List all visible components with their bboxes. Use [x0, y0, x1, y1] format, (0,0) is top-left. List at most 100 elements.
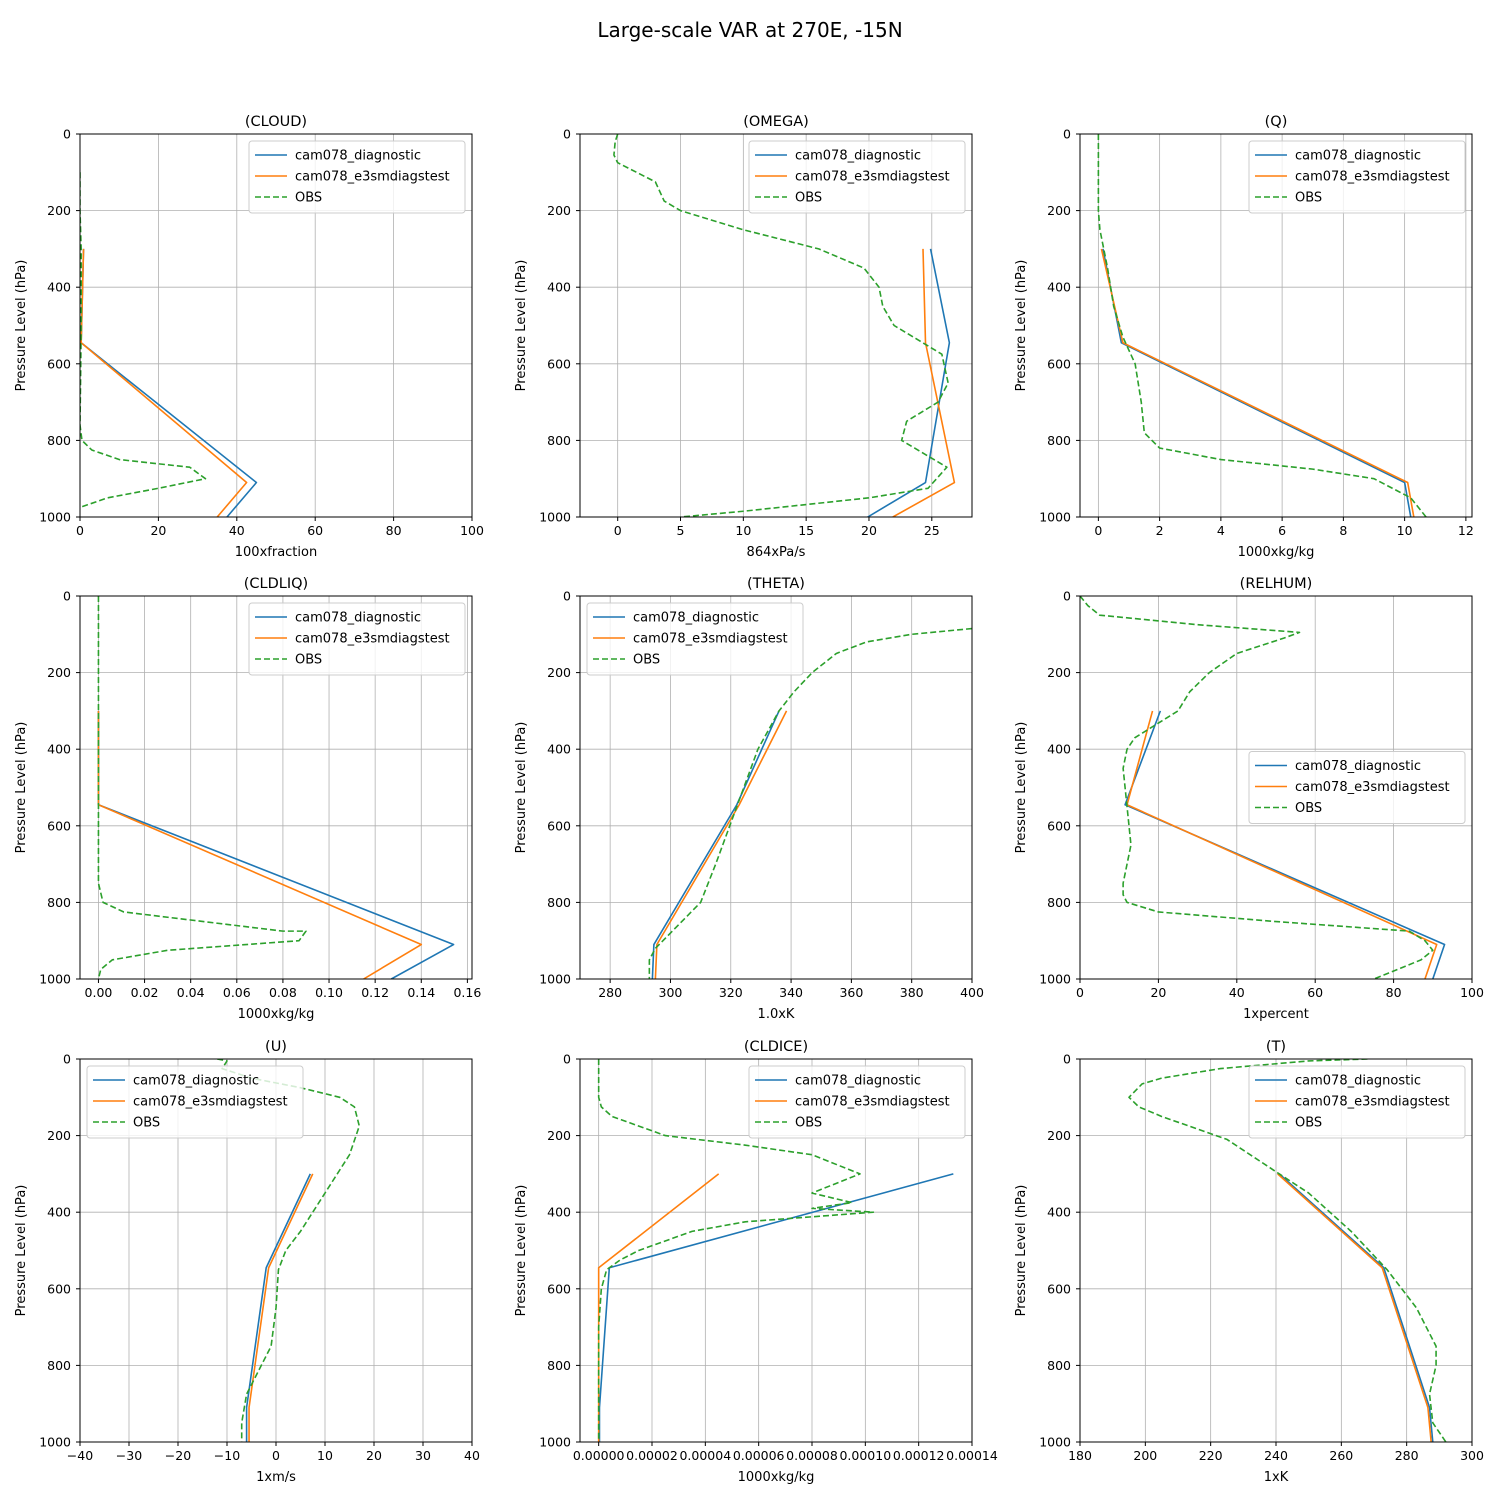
subplot-title: (CLDLIQ)	[244, 576, 308, 592]
series-line-OBS	[648, 627, 972, 979]
legend: cam078_diagnostic cam078_e3smdiagstest OBS	[748, 140, 966, 214]
y-tick-label: 200	[47, 665, 71, 680]
y-tick-label: 0	[63, 589, 71, 604]
x-tick-label: 0.00	[85, 985, 113, 1000]
x-tick-label: 10	[735, 523, 751, 538]
y-tick-label: 1000	[539, 972, 571, 987]
y-tick-label: 200	[47, 1128, 71, 1143]
x-tick-label: 340	[779, 985, 803, 1000]
legend-label: OBS	[633, 653, 660, 668]
series-line-cam078_diagnostic	[867, 248, 951, 517]
y-tick-label: 800	[47, 895, 71, 910]
subplot-grid: 0 20 40 60 80 10002004006008001000(CLOUD)100x…	[14, 114, 1484, 1485]
legend: cam078_diagnostic cam078_e3smdiagstest OBS	[586, 602, 804, 676]
y-tick-label: 800	[547, 895, 571, 910]
legend: cam078_diagnostic cam078_e3smdiagstest OBS	[248, 602, 466, 676]
y-tick-label: 0	[1063, 1052, 1071, 1067]
x-tick-label: 20	[1150, 985, 1166, 1000]
y-tick-label: 600	[1047, 356, 1071, 371]
x-tick-label: 0.02	[131, 985, 159, 1000]
subplot-title: (Q)	[1265, 114, 1288, 130]
y-tick-label: 600	[47, 1281, 71, 1296]
y-tick-label: 800	[47, 1358, 71, 1373]
y-tick-label: 1000	[1039, 510, 1071, 525]
y-tick-label: 400	[47, 1205, 71, 1220]
x-tick-label: 0.08	[269, 985, 297, 1000]
legend-box	[1248, 1065, 1466, 1139]
legend: cam078_diagnostic cam078_e3smdiagstest OBS	[748, 1065, 966, 1139]
series-line-cam078_e3smdiagstest	[248, 1173, 314, 1442]
x-tick-label: 30	[415, 1448, 431, 1463]
legend-label: cam078_diagnostic	[1295, 1074, 1421, 1089]
y-tick-label: 400	[47, 742, 71, 757]
y-tick-label: 0	[63, 127, 71, 142]
series-line-cam078_diagnostic	[1124, 710, 1446, 979]
series-line-OBS	[1097, 134, 1427, 517]
legend-box	[248, 140, 466, 214]
legend-label: OBS	[1295, 191, 1322, 206]
legend-box	[248, 602, 466, 676]
x-tick-label: −10	[214, 1448, 240, 1463]
x-tick-label: 20	[861, 523, 877, 538]
legend: cam078_diagnostic cam078_e3smdiagstest OBS	[86, 1065, 304, 1139]
x-tick-label: 0	[1076, 985, 1084, 1000]
grid	[580, 1058, 973, 1443]
y-tick-label: 600	[1047, 1281, 1071, 1296]
y-tick-label: 200	[1047, 203, 1071, 218]
series-group	[648, 627, 972, 979]
x-tick-label: 180	[1068, 1448, 1092, 1463]
series-line-cam078_e3smdiagstest	[892, 248, 956, 517]
x-tick-label: 400	[960, 985, 984, 1000]
x-axis-label: 1xpercent	[1243, 1007, 1309, 1022]
y-tick-label: 400	[1047, 742, 1071, 757]
axes-frame	[1079, 133, 1473, 518]
x-tick-label: 320	[719, 985, 743, 1000]
x-tick-label: 0.00006	[733, 1448, 785, 1463]
x-tick-label: 0	[614, 523, 622, 538]
subplot-panel: 180 200 220 240 260 280 300 0 200 400 600 800 1000 (T…	[1014, 1039, 1484, 1485]
subplot-panel: 0 20 40 60 80 10002004006008001000(RELHUM)1xp…	[1014, 576, 1484, 1022]
subplot-title: (T)	[1266, 1039, 1286, 1055]
y-tick-label: 1000	[539, 510, 571, 525]
y-axis-label: Pressure Level (hPa)	[14, 260, 29, 392]
series-line-OBS	[1128, 1059, 1447, 1442]
legend-label: OBS	[795, 191, 822, 206]
subplot-title: (THETA)	[747, 576, 805, 592]
axes-frame	[1079, 595, 1473, 980]
legend: cam078_diagnostic cam078_e3smdiagstest OBS	[1248, 1065, 1466, 1139]
legend-label: cam078_e3smdiagstest	[1295, 1095, 1450, 1110]
legend: cam078_diagnostic cam078_e3smdiagstest OBS	[1248, 140, 1466, 214]
series-line-OBS	[80, 172, 207, 509]
y-tick-label: 600	[547, 818, 571, 833]
x-tick-label: 10	[1397, 523, 1413, 538]
series-line-cam078_diagnostic	[245, 1173, 312, 1442]
x-tick-label: 40	[464, 1448, 480, 1463]
y-tick-label: 0	[1063, 589, 1071, 604]
series-line-cam078_diagnostic	[1278, 1173, 1434, 1442]
series-line-OBS	[597, 1059, 875, 1442]
legend-label: cam078_e3smdiagstest	[295, 632, 450, 647]
x-axis-label: 1xK	[1264, 1470, 1289, 1485]
series-group	[613, 134, 956, 517]
legend-box	[748, 1065, 966, 1139]
subplot-title: (U)	[265, 1039, 287, 1055]
x-tick-label: 360	[839, 985, 863, 1000]
y-tick-label: 0	[563, 1052, 571, 1067]
x-axis-label: 864xPa/s	[747, 545, 806, 560]
y-tick-label: 0	[63, 1052, 71, 1067]
legend-label: cam078_e3smdiagstest	[795, 170, 950, 185]
x-axis-label: 100xfraction	[235, 545, 317, 560]
x-tick-label: 12	[1458, 523, 1474, 538]
x-tick-label: 280	[1395, 1448, 1419, 1463]
subplot-panel: 0.00 0.02 0.04 0.06 0.08 0.10 0.12 0.14 0.16 0 200…	[14, 576, 481, 1022]
figure-title: Large-scale VAR at 270E, -15N	[597, 18, 902, 42]
y-tick-label: 200	[547, 665, 571, 680]
x-tick-label: −30	[116, 1448, 142, 1463]
x-tick-label: 40	[229, 523, 245, 538]
series-group	[1128, 1059, 1447, 1442]
subplot-panel: 0 2 4 6 8 10 12 0 200 400 600 800 1000 (Q) 1000xkg/kg P…	[1014, 114, 1474, 560]
series-line-cam078_e3smdiagstest	[1277, 1173, 1432, 1442]
y-tick-label: 600	[47, 818, 71, 833]
x-tick-label: 20	[150, 523, 166, 538]
